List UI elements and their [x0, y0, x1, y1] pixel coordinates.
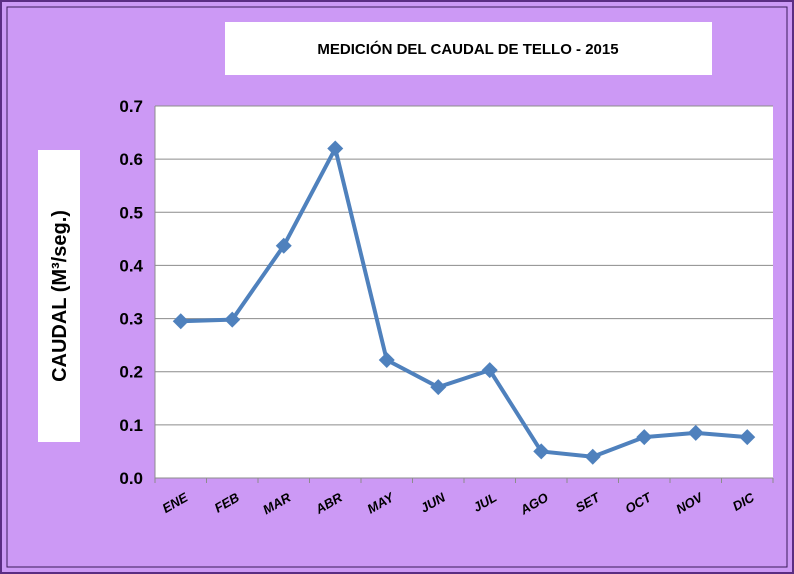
- marker: [739, 429, 756, 446]
- marker: [584, 448, 601, 465]
- marker: [430, 379, 447, 396]
- title-box: [225, 22, 712, 75]
- plot-area: [155, 106, 773, 478]
- y-label-box: [38, 150, 80, 442]
- inner-border: [6, 6, 788, 568]
- y-tick-label: 0.2: [119, 363, 143, 382]
- y-tick-label: 0.5: [119, 203, 143, 222]
- marker: [172, 313, 189, 330]
- y-tick-label: 0.0: [119, 469, 143, 488]
- marker: [481, 362, 498, 379]
- marker: [687, 424, 704, 441]
- marker: [378, 352, 395, 369]
- y-tick-label: 0.7: [119, 97, 143, 116]
- marker: [275, 237, 292, 254]
- line: [180, 146, 748, 459]
- y-tick-label: 0.1: [119, 416, 143, 435]
- y-tick-label: 0.6: [119, 150, 143, 169]
- marker: [327, 140, 344, 157]
- y-axis-label: CAUDAL (M³/seg.): [49, 210, 71, 382]
- marker: [224, 311, 241, 328]
- y-tick-label: 0.3: [119, 310, 143, 329]
- marker: [533, 443, 550, 460]
- marker: [636, 429, 653, 446]
- chart-title: MEDICIÓN DEL CAUDAL DE TELLO - 2015: [317, 40, 618, 58]
- y-tick-label: 0.4: [119, 256, 143, 275]
